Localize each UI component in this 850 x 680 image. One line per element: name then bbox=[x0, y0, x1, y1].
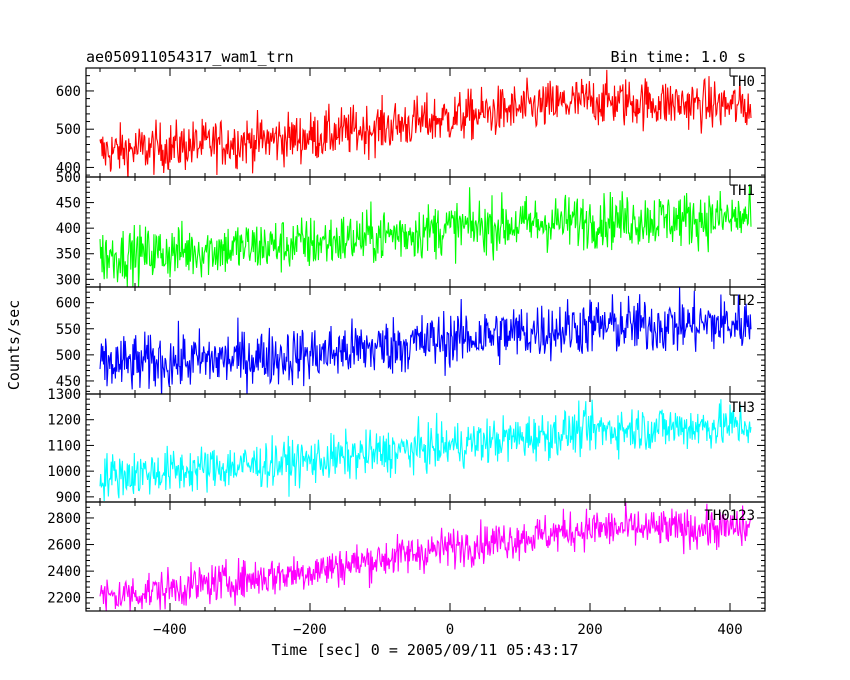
y-tick-label: 450 bbox=[56, 374, 81, 390]
y-tick-label: 600 bbox=[56, 84, 81, 100]
y-tick-label: 1300 bbox=[47, 387, 81, 403]
y-tick-label: 2600 bbox=[47, 538, 81, 554]
series-line-th0123 bbox=[99, 502, 752, 611]
y-tick-label: 500 bbox=[56, 170, 81, 186]
y-tick-label: 1200 bbox=[47, 413, 81, 429]
bin-time-label: Bin time: 1.0 s bbox=[611, 48, 746, 66]
y-tick-label: 2400 bbox=[47, 564, 81, 580]
x-tick-label: −400 bbox=[153, 622, 187, 638]
panel-frame bbox=[85, 501, 766, 612]
y-tick-label: 350 bbox=[56, 247, 81, 263]
y-tick-label: 400 bbox=[56, 160, 81, 176]
y-tick-label: 1000 bbox=[47, 464, 81, 480]
y-tick-label: 900 bbox=[56, 490, 81, 506]
y-tick-label: 1100 bbox=[47, 438, 81, 454]
series-line-th3 bbox=[99, 399, 752, 502]
y-tick-label: 450 bbox=[56, 196, 81, 212]
panel-frame bbox=[85, 176, 766, 288]
y-tick-label: 400 bbox=[56, 221, 81, 237]
panel-label-th0: TH0 bbox=[730, 74, 755, 90]
series-line-th0 bbox=[99, 69, 752, 177]
panel-th0: 400 500 600 TH0 bbox=[56, 67, 766, 178]
y-tick-label: 550 bbox=[56, 322, 81, 338]
y-tick-label: 500 bbox=[56, 348, 81, 364]
panel-th0123: 2200 2400 2600 2800 TH0123 bbox=[47, 501, 766, 612]
panel-th3: 900 1000 1100 1200 1300 TH3 bbox=[47, 387, 766, 506]
x-axis-label: Time [sec] 0 = 2005/09/11 05:43:17 bbox=[271, 641, 578, 659]
panel-label-th1: TH1 bbox=[730, 183, 755, 199]
panel-th1: 300 350 400 450 500 TH1 bbox=[56, 170, 766, 288]
panel-label-th3: TH3 bbox=[730, 400, 755, 416]
y-tick-label: 600 bbox=[56, 296, 81, 312]
y-tick-label: 2200 bbox=[47, 591, 81, 607]
series-line-th1 bbox=[99, 184, 752, 287]
panels-group: 400500600TH0300350400450500TH14505005506… bbox=[47, 67, 766, 638]
observation-id-label: ae050911054317_wam1_trn bbox=[86, 48, 294, 66]
x-tick-label: −200 bbox=[293, 622, 327, 638]
panel-th2: 450 500 550 600 TH2 bbox=[56, 286, 766, 395]
x-tick-label: 400 bbox=[717, 622, 742, 638]
y-tick-label: 500 bbox=[56, 122, 81, 138]
y-tick-label: 300 bbox=[56, 272, 81, 288]
y-axis-label: Counts/sec bbox=[5, 300, 23, 390]
x-tick-label: 200 bbox=[577, 622, 602, 638]
panel-label-th2: TH2 bbox=[730, 293, 755, 309]
y-tick-label: 2800 bbox=[47, 511, 81, 527]
x-tick-label: 0 bbox=[446, 622, 454, 638]
series-line-th2 bbox=[99, 287, 752, 394]
panel-label-th0123: TH0123 bbox=[704, 508, 755, 524]
